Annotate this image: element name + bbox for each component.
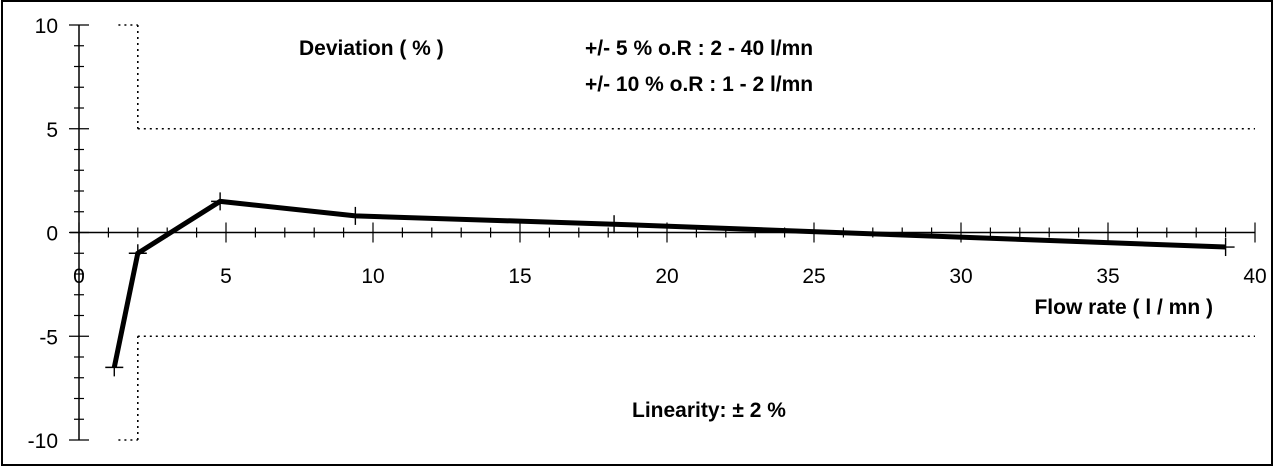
x-tick-label: 35 — [1096, 265, 1119, 288]
tolerance-note-10pct: +/- 10 % o.R : 1 - 2 l/mn — [585, 73, 813, 96]
tolerance-note-5pct: +/- 5 % o.R : 2 - 40 l/mn — [585, 37, 813, 60]
data-point — [128, 244, 147, 263]
x-axis-label: Flow rate ( l / mn ) — [1034, 296, 1213, 319]
data-point — [105, 358, 124, 377]
data-point — [605, 215, 624, 234]
y-tick-label: 0 — [46, 223, 58, 246]
linearity-note: Linearity: ± 2 % — [632, 399, 786, 422]
data-point — [1216, 238, 1235, 257]
x-tick-label: 40 — [1243, 265, 1266, 288]
tolerance-band — [118, 24, 1255, 441]
data-point — [211, 192, 230, 211]
series-line — [111, 198, 1226, 368]
x-tick-label: 0 — [73, 265, 85, 288]
x-tick-label: 15 — [508, 265, 531, 288]
x-tick-label: 30 — [949, 265, 972, 288]
y-tick-label: -10 — [28, 430, 58, 453]
y-tick-label: 10 — [35, 15, 58, 38]
x-tick-label: 10 — [361, 265, 384, 288]
series-layer — [105, 192, 1235, 377]
x-tick-label: 5 — [220, 265, 232, 288]
text-layer: Deviation ( % ) +/- 5 % o.R : 2 - 40 l/m… — [299, 37, 1213, 422]
y-axis-label: Deviation ( % ) — [299, 37, 444, 60]
x-tick-label: 25 — [802, 265, 825, 288]
axes: 10 5 0 -5 -10 0 5 10 15 20 25 30 35 40 — [28, 15, 1267, 453]
data-point — [346, 206, 365, 225]
y-tick-label: 5 — [46, 119, 58, 142]
x-tick-label: 20 — [655, 265, 678, 288]
y-tick-label: -5 — [39, 326, 58, 349]
